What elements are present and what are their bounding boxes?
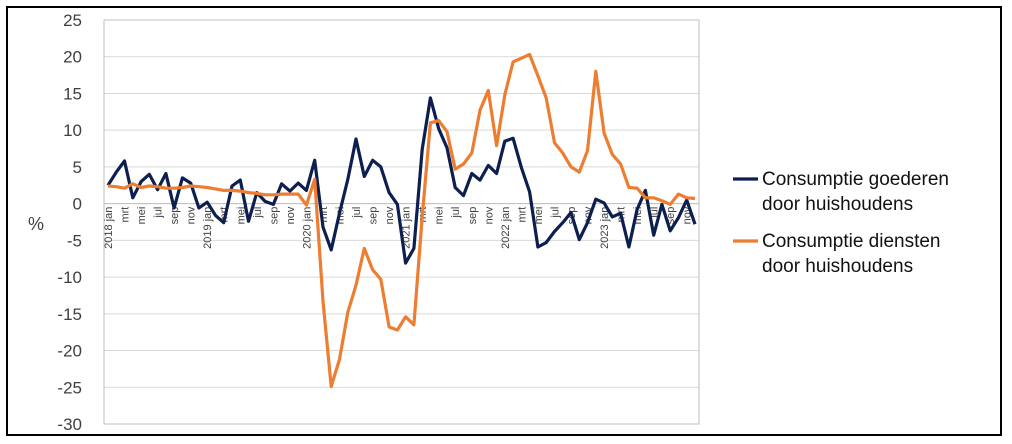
x-tick-label: nov [285,206,297,224]
y-tick-label: 0 [73,195,82,214]
x-tick-label: 2019 jan [202,207,214,249]
y-axis-label: % [28,214,44,234]
y-tick-label: 10 [63,121,82,140]
x-tick-label: 2018 jan [103,207,115,249]
x-tick-label: mei [235,207,247,225]
legend: Consumptie goederen door huishoudens Consu… [733,169,949,277]
x-tick-label: mei [136,207,148,225]
x-tick-label: jul [450,207,462,219]
x-tick-label: 2020 jan [301,207,313,249]
x-tick-label: mrt [516,207,528,223]
series-lines [106,52,697,389]
y-tick-label: -15 [57,305,82,324]
x-tick-label: 2023 jan [599,207,611,249]
y-tick-label: -20 [57,342,82,361]
x-tick-label: jul [252,207,264,219]
legend-label: Consumptie diensten [762,231,941,252]
y-tick-label: 15 [63,84,82,103]
x-tick-label: sep [368,207,380,225]
x-tick-label: nov [384,206,396,224]
x-tick-label: sep [467,207,479,225]
series-line-1 [106,96,697,265]
legend-label: Consumptie goederen [762,169,949,190]
x-tick-label: jul [549,207,561,219]
x-tick-label: jul [153,207,165,219]
x-tick-label: nov [483,206,495,224]
x-tick-label: nov [186,206,198,224]
x-tick-label: jul [351,207,363,219]
y-tick-label: -5 [67,231,82,250]
x-tick-label: sep [268,207,280,225]
legend-label: door huishoudens [762,256,913,277]
plot-area-border [103,19,700,425]
y-tick-label: -10 [57,268,82,287]
x-tick-label: mei [533,207,545,225]
chart-frame [6,6,1002,436]
legend-label: door huishoudens [762,194,913,215]
x-tick-label: sep [169,207,181,225]
x-tick-label: mrt [120,207,132,223]
y-axis: 25 20 15 10 5 0 -5 -10 -15 -20 -25 -30 [57,11,82,434]
x-tick-label: 2022 jan [500,207,512,249]
x-tick-label: mei [434,207,446,225]
series-line-2 [107,52,696,389]
y-tick-label: -25 [57,378,82,397]
y-tick-label: 25 [63,11,82,30]
y-tick-label: 5 [73,158,82,177]
y-tick-label: 20 [63,48,82,67]
y-tick-label: -30 [57,415,82,434]
